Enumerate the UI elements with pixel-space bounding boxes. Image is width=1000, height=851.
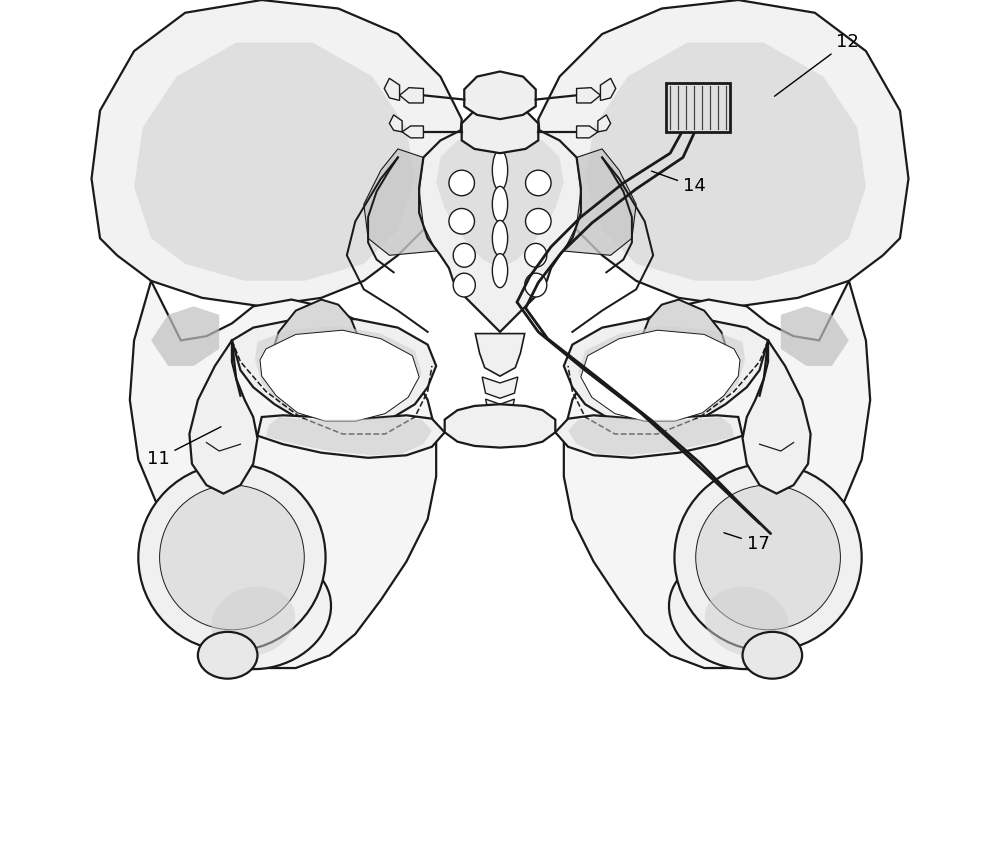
Polygon shape [151, 306, 219, 366]
Polygon shape [640, 300, 728, 393]
Text: 12: 12 [775, 33, 859, 96]
Circle shape [160, 485, 304, 630]
Ellipse shape [492, 254, 508, 288]
Ellipse shape [525, 243, 547, 267]
Polygon shape [436, 132, 564, 268]
Polygon shape [743, 340, 811, 494]
Polygon shape [781, 306, 849, 366]
Polygon shape [598, 115, 611, 132]
Polygon shape [389, 115, 402, 132]
Polygon shape [400, 88, 423, 103]
Polygon shape [568, 417, 734, 455]
Polygon shape [464, 71, 536, 119]
Text: 11: 11 [147, 426, 221, 468]
Ellipse shape [525, 273, 547, 297]
Circle shape [674, 464, 862, 651]
Polygon shape [564, 281, 870, 668]
Polygon shape [384, 78, 400, 100]
Polygon shape [260, 330, 419, 421]
Polygon shape [255, 326, 422, 422]
Polygon shape [577, 126, 598, 138]
Ellipse shape [211, 586, 295, 656]
Polygon shape [445, 404, 555, 448]
Ellipse shape [192, 557, 331, 669]
Bar [666, 83, 730, 132]
Polygon shape [600, 78, 616, 100]
Polygon shape [266, 417, 432, 455]
Polygon shape [130, 281, 436, 668]
Ellipse shape [449, 170, 474, 196]
Polygon shape [364, 149, 436, 255]
Polygon shape [402, 126, 423, 138]
Circle shape [696, 485, 840, 630]
Ellipse shape [492, 150, 508, 191]
Text: 14: 14 [652, 171, 706, 196]
Polygon shape [92, 0, 462, 306]
Polygon shape [475, 334, 525, 376]
Ellipse shape [453, 243, 475, 267]
Polygon shape [577, 88, 600, 103]
Polygon shape [462, 106, 538, 153]
Polygon shape [581, 330, 740, 421]
Ellipse shape [743, 631, 802, 679]
Ellipse shape [198, 631, 257, 679]
Polygon shape [564, 149, 636, 255]
Ellipse shape [705, 586, 789, 656]
Polygon shape [578, 326, 745, 422]
Polygon shape [272, 300, 360, 393]
Polygon shape [419, 119, 581, 332]
Ellipse shape [453, 273, 475, 297]
Polygon shape [482, 377, 518, 398]
Text: 17: 17 [724, 533, 770, 553]
Polygon shape [189, 340, 257, 494]
Polygon shape [257, 415, 445, 458]
Polygon shape [538, 0, 908, 306]
Polygon shape [232, 319, 436, 427]
Circle shape [138, 464, 326, 651]
Polygon shape [555, 415, 743, 458]
Ellipse shape [449, 208, 474, 234]
Polygon shape [491, 432, 509, 446]
Ellipse shape [492, 220, 508, 256]
Polygon shape [134, 43, 415, 281]
Ellipse shape [526, 208, 551, 234]
Polygon shape [564, 319, 768, 427]
Ellipse shape [492, 186, 508, 222]
Ellipse shape [526, 170, 551, 196]
Polygon shape [486, 399, 514, 419]
Ellipse shape [669, 557, 808, 669]
Polygon shape [585, 43, 866, 281]
Polygon shape [489, 420, 511, 436]
